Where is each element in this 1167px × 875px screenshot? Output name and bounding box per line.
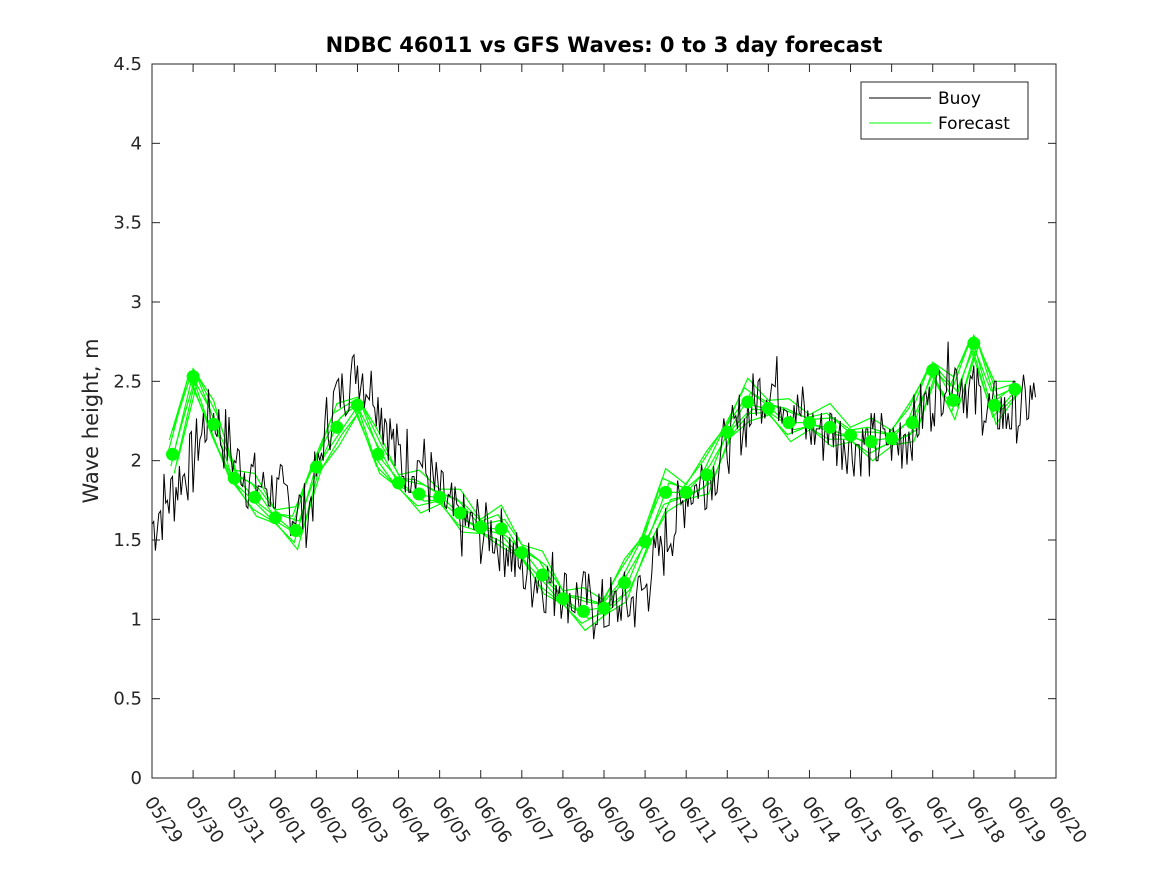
forecast-point (474, 520, 488, 534)
forecast-point (186, 370, 200, 384)
forecast-point (330, 420, 344, 434)
forecast-point (248, 490, 262, 504)
y-tick-label: 2 (131, 451, 142, 472)
legend: Buoy Forecast (860, 81, 1029, 140)
legend-label-buoy: Buoy (938, 89, 981, 109)
forecast-point (967, 336, 981, 350)
chart-title: NDBC 46011 vs GFS Waves: 0 to 3 day fore… (326, 33, 883, 57)
y-tick-label: 3 (131, 292, 142, 313)
forecast-point (618, 576, 631, 590)
forecast-point (844, 428, 857, 442)
forecast-point (761, 401, 775, 415)
plot-area (152, 64, 1056, 778)
forecast-point (1008, 382, 1022, 396)
forecast-point (782, 416, 796, 430)
forecast-point (803, 416, 816, 430)
forecast-point (166, 447, 179, 461)
forecast-point (556, 592, 570, 606)
y-tick-label: 0 (131, 768, 142, 789)
legend-label-forecast: Forecast (938, 114, 1010, 134)
forecast-point (864, 435, 878, 449)
forecast-point (309, 460, 323, 474)
forecast-point (453, 506, 467, 520)
forecast-point (679, 485, 693, 499)
y-tick-label: 0.5 (113, 689, 142, 710)
forecast-point (987, 398, 1001, 412)
forecast-point (741, 395, 755, 409)
y-tick-label: 1.5 (113, 530, 142, 551)
forecast-point (268, 511, 282, 525)
y-axis-label: Wave height, m (79, 338, 103, 503)
buoy-series (151, 341, 1036, 640)
forecast-point (227, 471, 241, 485)
y-tick-label: 4.5 (113, 54, 142, 75)
forecast-run-line (168, 336, 1012, 605)
buoy-line (151, 341, 1036, 640)
forecast-point (905, 416, 919, 430)
legend-box (860, 81, 1029, 140)
forecast-point (433, 490, 447, 504)
forecast-point (412, 487, 426, 501)
forecast-point (700, 468, 714, 482)
forecast-point (207, 417, 221, 431)
y-tick-label: 2.5 (113, 371, 142, 392)
forecast-point (392, 476, 405, 490)
y-tick-label: 4 (131, 133, 142, 154)
forecast-point (946, 393, 960, 407)
forecast-point (351, 398, 364, 412)
forecast-point (926, 363, 940, 377)
forecast-point (823, 420, 837, 434)
forecast-point (494, 522, 508, 536)
forecast-point (597, 601, 611, 615)
forecast-point (289, 524, 303, 537)
forecast-point (720, 425, 734, 439)
y-tick-label: 1 (131, 609, 142, 630)
forecast-markers (166, 336, 1022, 618)
forecast-point (371, 447, 385, 461)
forecast-point (885, 432, 899, 445)
forecast-point (638, 535, 652, 549)
forecast-point (659, 485, 673, 499)
forecast-point (515, 546, 529, 560)
forecast-point (577, 604, 590, 618)
forecast-point (535, 568, 549, 582)
y-tick-label: 3.5 (113, 213, 142, 234)
